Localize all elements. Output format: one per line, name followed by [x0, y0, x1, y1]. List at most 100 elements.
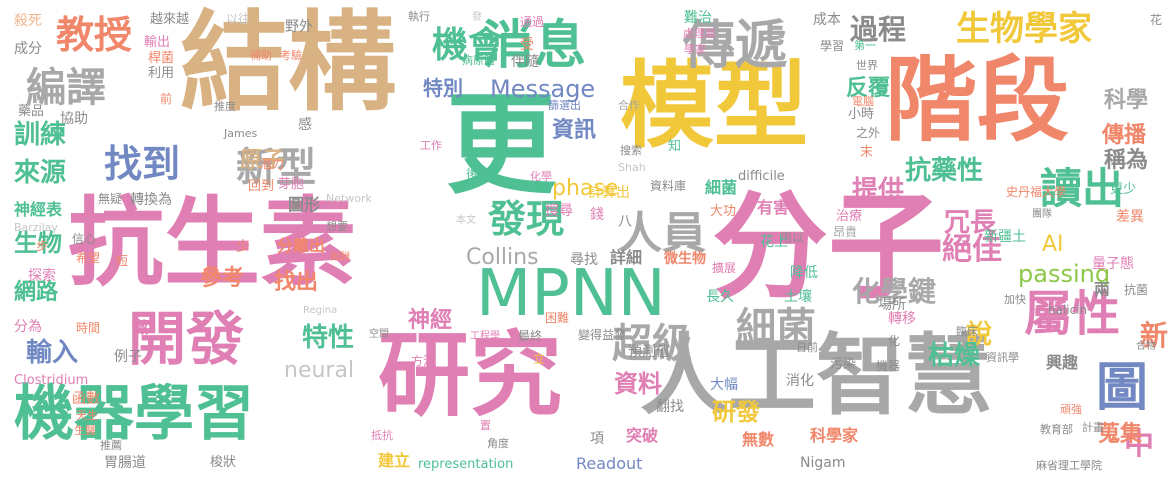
word: 分離出 — [277, 236, 326, 255]
word: 團隊 — [1032, 209, 1052, 220]
word: 麻省理工學院 — [1036, 459, 1102, 472]
word: 生醫 — [74, 424, 96, 437]
word: 成本 — [813, 12, 841, 28]
word: 結構 — [180, 1, 397, 126]
word: 項 — [590, 431, 604, 447]
word: 花 — [1150, 13, 1163, 27]
word: 工作 — [420, 139, 442, 152]
word: 探索 — [28, 268, 56, 284]
word: 花上 — [760, 234, 788, 250]
word: 世界 — [856, 59, 878, 72]
word: 抗菌 — [1124, 283, 1149, 297]
word: 想要 — [326, 220, 348, 233]
word: 轉移 — [888, 311, 916, 327]
word: 考驗 — [280, 49, 302, 62]
word: 消息 — [482, 16, 587, 76]
word: 困難 — [545, 311, 570, 325]
word: 量子態 — [1092, 256, 1134, 272]
word: 成分 — [14, 41, 42, 57]
word: 發現 — [488, 197, 565, 241]
word: 變得益發 — [578, 328, 627, 342]
word: 角度 — [487, 437, 509, 450]
word: 天生 — [76, 409, 98, 422]
word: 屬性 — [1024, 286, 1121, 342]
word: 錢 — [590, 207, 604, 223]
word: 越來越 — [150, 12, 190, 27]
word: 資料 — [614, 370, 662, 398]
word: 第一 — [854, 39, 876, 52]
word: 生物 — [14, 229, 62, 257]
word: 冗長 — [944, 208, 997, 238]
word: 電腦 — [852, 95, 874, 108]
word: passing — [1018, 260, 1111, 288]
word: 處理層 — [683, 27, 716, 40]
word: 突破 — [626, 426, 659, 445]
word: 中 — [1124, 427, 1154, 462]
word: halicin — [1048, 303, 1088, 317]
word: 協助 — [60, 111, 88, 127]
word: 輸入 — [26, 338, 79, 368]
word: 置 — [480, 419, 491, 432]
word: 潛力 — [260, 157, 285, 171]
word: 立 — [533, 352, 546, 366]
word: 抗藥性 — [905, 156, 984, 186]
word: 研究 — [378, 322, 563, 429]
word: 分子 — [712, 180, 944, 315]
word: 八 — [618, 214, 632, 230]
word: Readout — [576, 454, 643, 473]
word: 化 — [888, 334, 901, 348]
word: James — [224, 127, 258, 140]
word: 化學 — [530, 170, 552, 183]
word: 人員 — [618, 208, 706, 259]
word: 方法 — [411, 354, 436, 368]
word: 加快 — [1004, 293, 1026, 306]
word: Nigam — [800, 455, 846, 471]
word: 之外 — [856, 126, 881, 140]
word: 科學家 — [810, 426, 859, 445]
word: 土壤 — [784, 289, 812, 305]
word: 搜尋 — [545, 203, 573, 219]
word: 用以 — [780, 231, 805, 245]
word: 少 — [236, 239, 250, 255]
word: 預測值 — [628, 344, 670, 360]
word: 傳播 — [1102, 123, 1147, 148]
word: 殺死 — [14, 13, 42, 29]
word: 末 — [860, 145, 874, 160]
word: 推薦 — [100, 439, 122, 452]
word: 桿菌 — [148, 51, 175, 66]
word: 資訊學 — [986, 351, 1019, 364]
word: 臨床 — [956, 325, 978, 338]
word: 網路 — [14, 280, 59, 305]
word: 建立 — [378, 451, 411, 470]
word: 詳細 — [610, 248, 643, 267]
word: Shah — [618, 161, 646, 174]
word: 梭狀 — [210, 455, 237, 470]
word: 以往 — [226, 12, 251, 26]
word: 原子 — [240, 148, 285, 173]
word: 胃腸道 — [104, 455, 146, 471]
word: 徵 — [132, 318, 149, 337]
word: 日前 — [796, 341, 818, 354]
word: 階段 — [885, 47, 1070, 154]
word: 函數 — [72, 391, 100, 407]
word: 更 — [446, 81, 556, 209]
word: Collins — [466, 245, 539, 270]
word: representation — [418, 457, 514, 472]
word: 發 — [472, 12, 482, 23]
word: 芽胞 — [278, 177, 305, 192]
word: 神經表 — [14, 200, 63, 219]
word: 訓練 — [14, 120, 67, 150]
word: 資料庫 — [650, 179, 687, 193]
word: 特別 — [423, 76, 463, 100]
word: 降低 — [790, 265, 818, 281]
word: 更少 — [1110, 182, 1137, 197]
word: 特性 — [302, 323, 355, 353]
word: 抵抗 — [371, 429, 393, 442]
word: 蒐集 — [1098, 422, 1143, 447]
word: 大幅 — [710, 377, 738, 393]
word: 編譯 — [26, 65, 106, 111]
word: 細菌 — [736, 305, 816, 351]
word: 難治 — [684, 10, 712, 26]
word: 病原體 — [462, 54, 495, 67]
word: phase — [552, 176, 619, 201]
